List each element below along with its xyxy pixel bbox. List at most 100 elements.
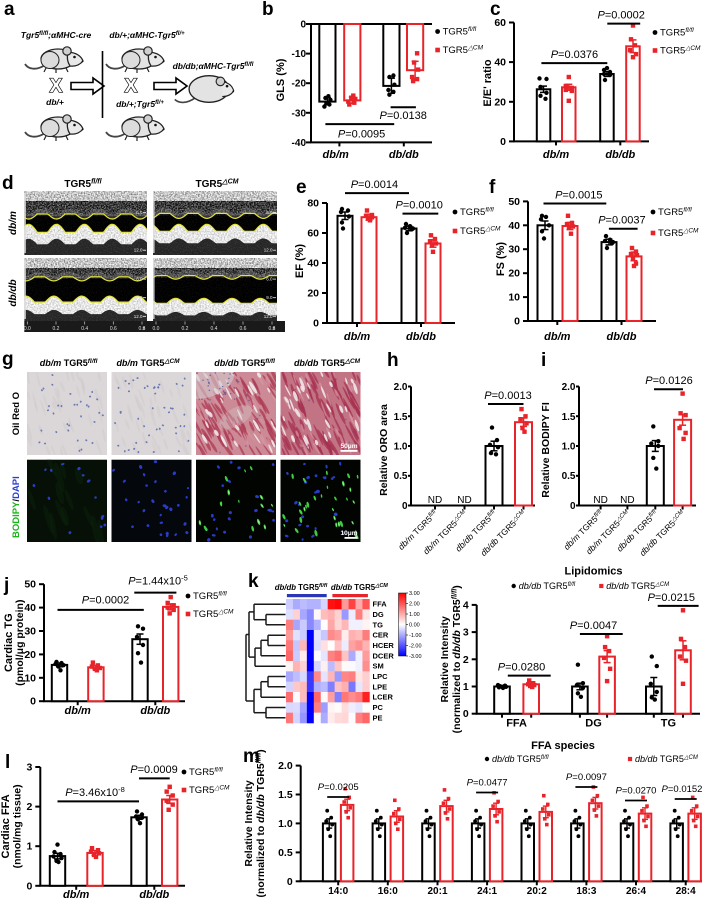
svg-text:GLS (%): GLS (%): [275, 58, 287, 101]
svg-text:s: s: [273, 326, 276, 332]
svg-text:db/db: db/db: [389, 149, 419, 161]
svg-text:db/db: db/db: [140, 705, 170, 717]
svg-text:1.5: 1.5: [394, 412, 408, 423]
svg-text:PC: PC: [373, 703, 384, 712]
svg-text:d: d: [2, 173, 14, 194]
svg-text:db/db: db/db: [607, 331, 637, 343]
svg-text:TGR5fl/fl: TGR5fl/fl: [460, 207, 494, 219]
svg-text:TGR5△CM: TGR5△CM: [189, 785, 230, 797]
svg-text:16:0: 16:0: [378, 886, 398, 897]
svg-text:db/m: db/m: [323, 149, 349, 161]
svg-text:1: 1: [26, 841, 32, 853]
svg-text:-3.00: -3.00: [409, 654, 422, 660]
svg-text:3: 3: [26, 762, 32, 774]
svg-text:FFA species: FFA species: [531, 740, 595, 752]
svg-text:db/db;αMHC-Tgr5fl/fl: db/db;αMHC-Tgr5fl/fl: [173, 61, 254, 71]
svg-text:6.0: 6.0: [136, 277, 143, 282]
svg-text:e: e: [296, 177, 307, 198]
svg-text:9.0: 9.0: [266, 229, 273, 234]
svg-text:db/m: db/m: [544, 331, 570, 343]
svg-text:TGR5△CM: TGR5△CM: [660, 45, 701, 57]
svg-text:0: 0: [500, 136, 506, 148]
svg-text:Relative Intensity: Relative Intensity: [243, 780, 255, 867]
svg-text:b: b: [262, 0, 274, 20]
svg-text:E/E' ratio: E/E' ratio: [482, 59, 494, 107]
svg-text:1.5: 1.5: [562, 412, 576, 423]
svg-text:60: 60: [494, 17, 506, 29]
svg-text:db/m: db/m: [8, 211, 19, 235]
svg-text:Relative Intensity: Relative Intensity: [439, 616, 451, 703]
svg-text:50: 50: [24, 579, 36, 591]
svg-text:6.0: 6.0: [266, 277, 273, 282]
svg-text:12.0: 12.0: [134, 248, 143, 253]
svg-text:LCER: LCER: [373, 693, 394, 702]
svg-text:3.0: 3.0: [136, 192, 143, 197]
svg-text:SM: SM: [373, 662, 384, 671]
svg-text:1.0: 1.0: [562, 442, 576, 453]
svg-text:10μm: 10μm: [341, 530, 358, 537]
svg-text:20: 20: [508, 268, 520, 280]
svg-text:db/db TGR5△CM: db/db TGR5△CM: [294, 358, 361, 368]
svg-text:3: 3: [463, 627, 469, 639]
svg-text:0: 0: [313, 318, 319, 330]
svg-text:2.0: 2.0: [394, 382, 408, 393]
svg-text:6.0: 6.0: [266, 210, 273, 215]
svg-text:9.0: 9.0: [136, 229, 143, 234]
svg-text:1: 1: [463, 681, 469, 693]
svg-text:TGR5△CM: TGR5△CM: [196, 179, 239, 191]
svg-text:TGR5△CM: TGR5△CM: [443, 45, 484, 57]
svg-text:50μm: 50μm: [341, 443, 358, 450]
svg-text:1.0: 1.0: [394, 442, 408, 453]
svg-text:-40: -40: [292, 138, 307, 149]
svg-text:P=3.46x10-8: P=3.46x10-8: [65, 785, 125, 799]
svg-text:P=0.0010: P=0.0010: [395, 200, 442, 212]
svg-text:Cardiac TG: Cardiac TG: [3, 613, 15, 672]
svg-text:db/+;αMHC-Tgr5fl/+: db/+;αMHC-Tgr5fl/+: [109, 30, 185, 40]
svg-text:TGR5△CM: TGR5△CM: [193, 609, 234, 621]
svg-text:3.0: 3.0: [136, 259, 143, 264]
svg-text:(normalized to db/db TGR5fl/fl: (normalized to db/db TGR5fl/fl): [255, 749, 267, 897]
svg-text:(nmol/mg tissue): (nmol/mg tissue): [12, 784, 24, 868]
svg-text:LPE: LPE: [373, 682, 388, 691]
svg-text:1.0: 1.0: [278, 818, 293, 830]
svg-text:P=0.0097: P=0.0097: [566, 772, 607, 783]
svg-text:h: h: [387, 350, 399, 371]
svg-text:m: m: [243, 746, 260, 767]
svg-text:db/+;Tgr5fl/+: db/+;Tgr5fl/+: [116, 99, 164, 109]
svg-text:3.0: 3.0: [266, 259, 273, 264]
svg-text:20: 20: [494, 96, 506, 108]
svg-text:P=1.44x10-5: P=1.44x10-5: [128, 574, 188, 588]
svg-text:Oil Red O: Oil Red O: [11, 392, 22, 435]
svg-text:DG: DG: [585, 718, 602, 730]
svg-text:30: 30: [508, 244, 520, 256]
svg-text:20:1: 20:1: [427, 886, 447, 897]
svg-text:P=0.0014: P=0.0014: [351, 179, 398, 191]
svg-text:0: 0: [287, 876, 293, 888]
svg-text:0.5: 0.5: [562, 471, 576, 482]
svg-text:0.0: 0.0: [153, 326, 160, 332]
svg-text:0.6: 0.6: [240, 326, 247, 332]
svg-text:db/db: db/db: [139, 889, 169, 901]
svg-text:P=0.0477: P=0.0477: [467, 778, 508, 789]
svg-text:Cardiac FFA: Cardiac FFA: [0, 794, 12, 858]
svg-text:db/db TGR5fl/fl: db/db TGR5fl/fl: [214, 358, 275, 368]
svg-text:0.00: 0.00: [409, 623, 420, 629]
svg-text:P=0.0205: P=0.0205: [318, 782, 359, 793]
svg-text:40: 40: [494, 57, 506, 69]
svg-text:TGR5fl/fl: TGR5fl/fl: [658, 207, 692, 219]
svg-text:-1.00: -1.00: [409, 633, 422, 639]
svg-text:P=0.0047: P=0.0047: [570, 620, 617, 632]
svg-text:12.0: 12.0: [134, 314, 143, 319]
svg-text:s: s: [143, 326, 146, 332]
svg-text:20:2: 20:2: [527, 886, 547, 897]
svg-text:f: f: [489, 177, 496, 198]
svg-text:12.0: 12.0: [264, 248, 273, 253]
svg-text:a: a: [4, 0, 15, 20]
svg-text:0.8: 0.8: [269, 326, 276, 332]
svg-text:50: 50: [508, 196, 520, 208]
svg-text:0.5: 0.5: [394, 471, 408, 482]
svg-text:db/m: db/m: [344, 331, 370, 343]
svg-text:P=0.0152: P=0.0152: [662, 784, 703, 795]
svg-text:0: 0: [402, 501, 408, 512]
svg-text:P=0.0126: P=0.0126: [645, 375, 692, 387]
